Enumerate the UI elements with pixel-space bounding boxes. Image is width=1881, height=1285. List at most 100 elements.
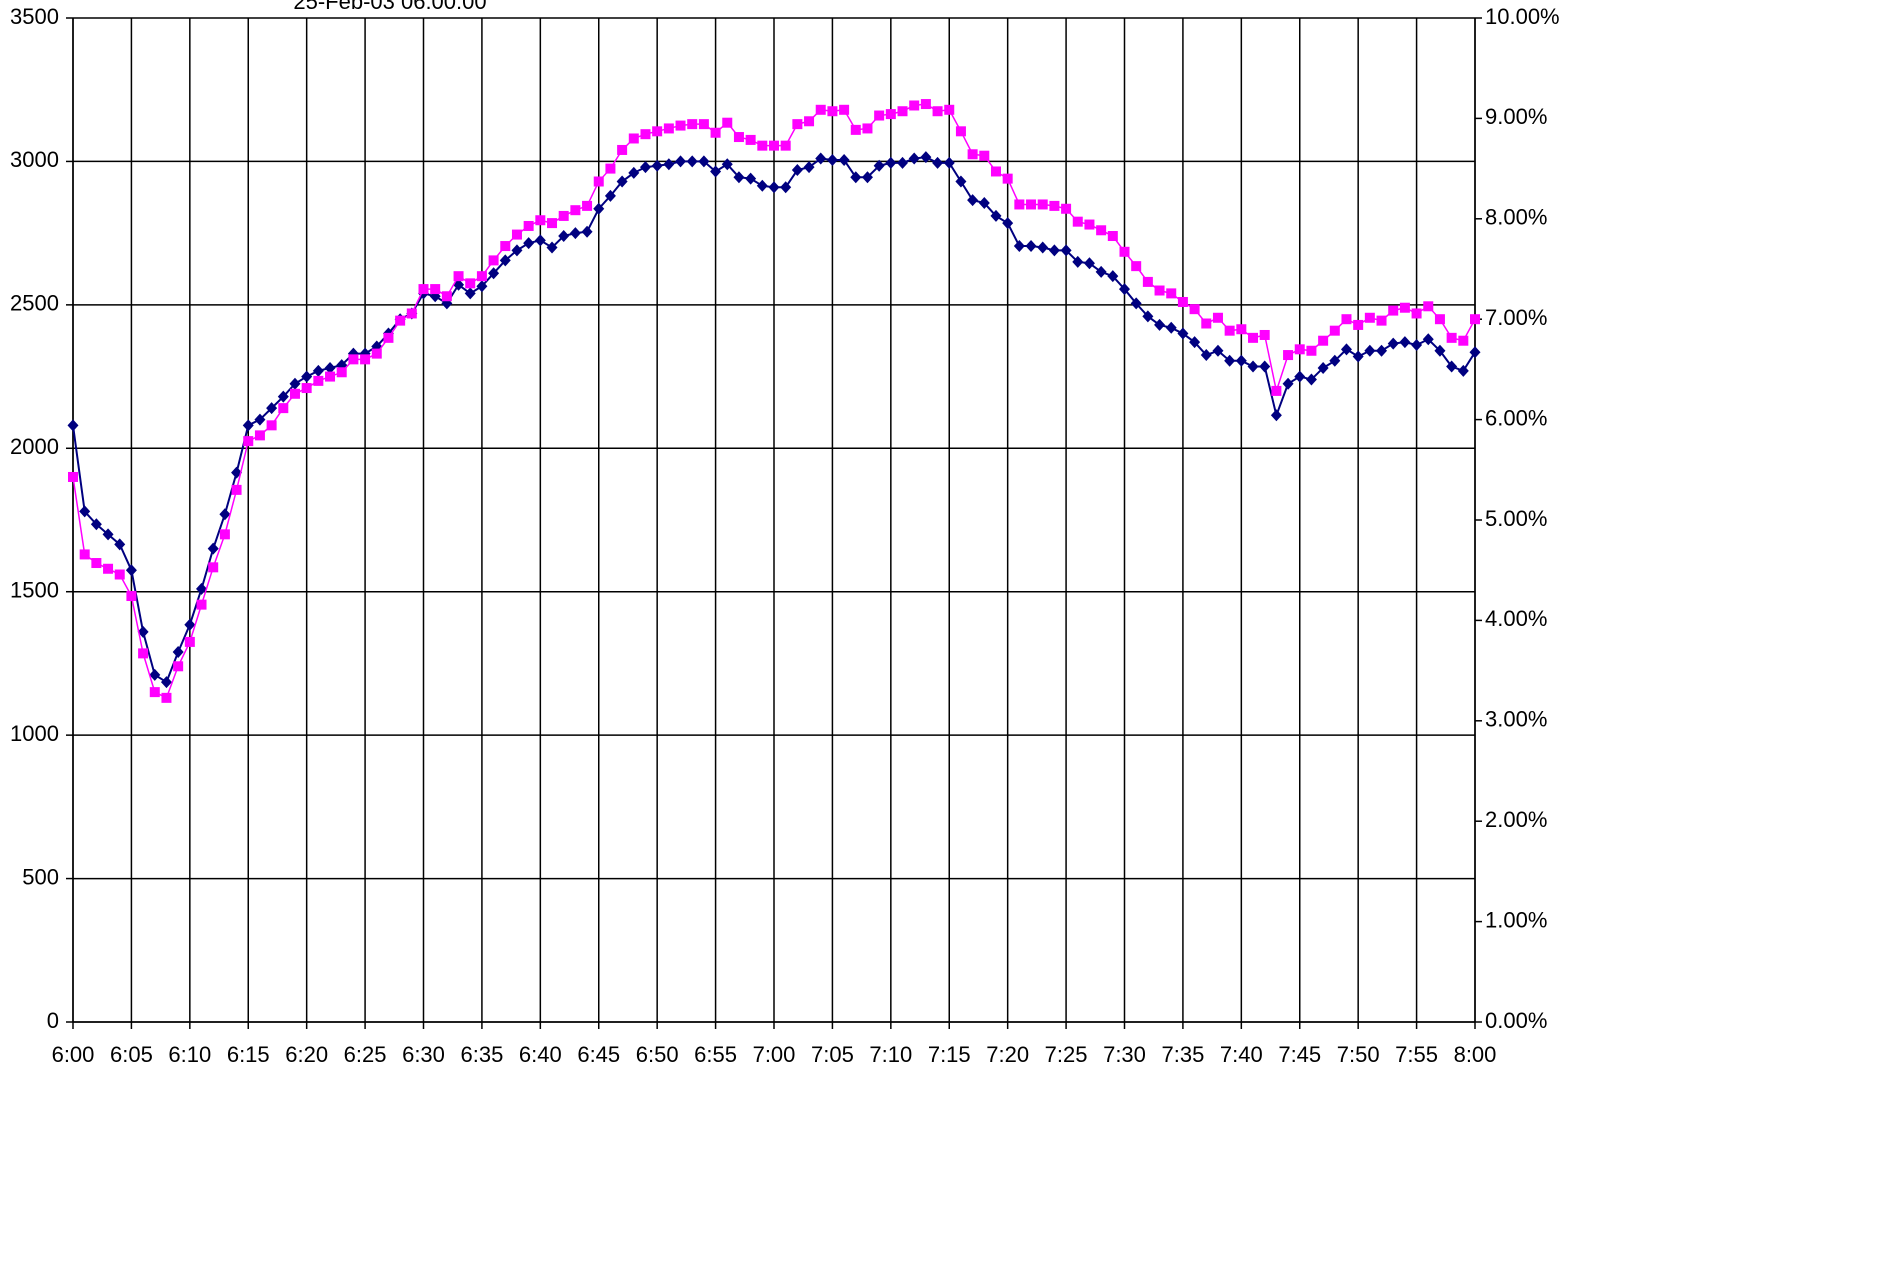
- marker: [1013, 240, 1025, 253]
- y2-tick-label: 0.00%: [1485, 1008, 1547, 1033]
- x-tick-label: 7:00: [753, 1042, 796, 1067]
- x-tick-label: 7:55: [1395, 1042, 1438, 1067]
- marker: [1329, 325, 1340, 336]
- x-tick-label: 7:25: [1045, 1042, 1088, 1067]
- x-tick-label: 7:20: [986, 1042, 1029, 1067]
- marker: [850, 171, 862, 184]
- marker: [581, 225, 593, 238]
- marker: [511, 244, 523, 257]
- marker: [1212, 344, 1224, 357]
- marker: [499, 254, 511, 267]
- marker: [523, 237, 535, 250]
- marker: [418, 284, 429, 295]
- marker: [558, 230, 570, 243]
- marker: [1446, 332, 1457, 343]
- marker: [114, 538, 126, 551]
- marker: [324, 361, 336, 374]
- marker: [1095, 265, 1107, 278]
- marker: [1306, 345, 1317, 356]
- x-tick-label: 7:35: [1162, 1042, 1205, 1067]
- marker: [1248, 332, 1259, 343]
- marker: [1423, 301, 1434, 312]
- marker: [721, 158, 733, 171]
- y2-tick-label: 5.00%: [1485, 506, 1547, 531]
- marker: [184, 636, 195, 647]
- marker: [1061, 203, 1072, 214]
- marker: [769, 140, 779, 151]
- marker: [360, 354, 371, 365]
- marker: [126, 591, 137, 602]
- marker: [663, 158, 675, 171]
- x-tick-label: 6:55: [694, 1042, 737, 1067]
- y-tick-label: 3500: [10, 4, 59, 29]
- marker: [406, 308, 417, 319]
- marker: [1376, 315, 1387, 326]
- marker: [103, 563, 114, 574]
- marker: [932, 106, 943, 117]
- marker: [1434, 344, 1446, 357]
- marker: [756, 179, 768, 192]
- marker: [815, 104, 826, 115]
- marker: [488, 255, 499, 266]
- marker: [79, 549, 90, 560]
- marker: [803, 161, 815, 174]
- marker: [1457, 364, 1469, 377]
- marker: [254, 413, 266, 426]
- marker: [1002, 173, 1013, 184]
- marker: [1002, 217, 1014, 230]
- x-tick-label: 6:10: [168, 1042, 211, 1067]
- marker: [675, 155, 687, 168]
- marker: [1189, 336, 1201, 349]
- marker: [1305, 373, 1317, 386]
- marker: [1119, 283, 1130, 296]
- x-tick-label: 7:40: [1220, 1042, 1263, 1067]
- x-tick-label: 8:00: [1454, 1042, 1497, 1067]
- marker: [1025, 240, 1037, 253]
- y2-tick-label: 10.00%: [1485, 4, 1560, 29]
- marker: [745, 172, 757, 185]
- x-tick-label: 6:50: [636, 1042, 679, 1067]
- marker: [1294, 370, 1306, 383]
- marker: [160, 676, 172, 689]
- marker: [1422, 333, 1434, 346]
- marker: [780, 140, 791, 151]
- marker: [897, 156, 909, 169]
- marker: [277, 390, 289, 403]
- marker: [1364, 344, 1376, 357]
- marker: [733, 171, 745, 184]
- marker: [1154, 285, 1165, 296]
- marker: [628, 133, 639, 144]
- y-tick-label: 0: [47, 1008, 59, 1033]
- y-tick-label: 1500: [10, 578, 59, 603]
- marker: [1166, 288, 1177, 299]
- marker: [1340, 343, 1352, 356]
- marker: [1411, 339, 1423, 352]
- marker: [768, 181, 780, 194]
- marker: [289, 377, 301, 390]
- x-tick-label: 6:35: [461, 1042, 504, 1067]
- marker: [336, 367, 347, 378]
- marker: [791, 164, 803, 177]
- chart-title: 25-Feb-03 06:00:00: [293, 0, 486, 14]
- marker: [558, 210, 569, 221]
- marker: [219, 529, 230, 540]
- marker: [639, 161, 651, 174]
- marker: [1388, 305, 1399, 316]
- x-tick-label: 6:05: [110, 1042, 153, 1067]
- marker: [1236, 324, 1247, 335]
- marker: [932, 156, 944, 169]
- marker: [278, 403, 289, 414]
- marker: [430, 284, 441, 295]
- marker: [348, 354, 359, 365]
- marker: [1283, 350, 1294, 361]
- marker: [920, 99, 931, 110]
- marker: [804, 116, 815, 127]
- marker: [909, 100, 920, 111]
- marker: [196, 599, 207, 610]
- marker: [979, 150, 990, 161]
- marker: [231, 484, 242, 495]
- y-tick-label: 500: [22, 864, 59, 889]
- marker: [698, 119, 709, 130]
- marker: [663, 123, 674, 134]
- marker: [722, 117, 733, 128]
